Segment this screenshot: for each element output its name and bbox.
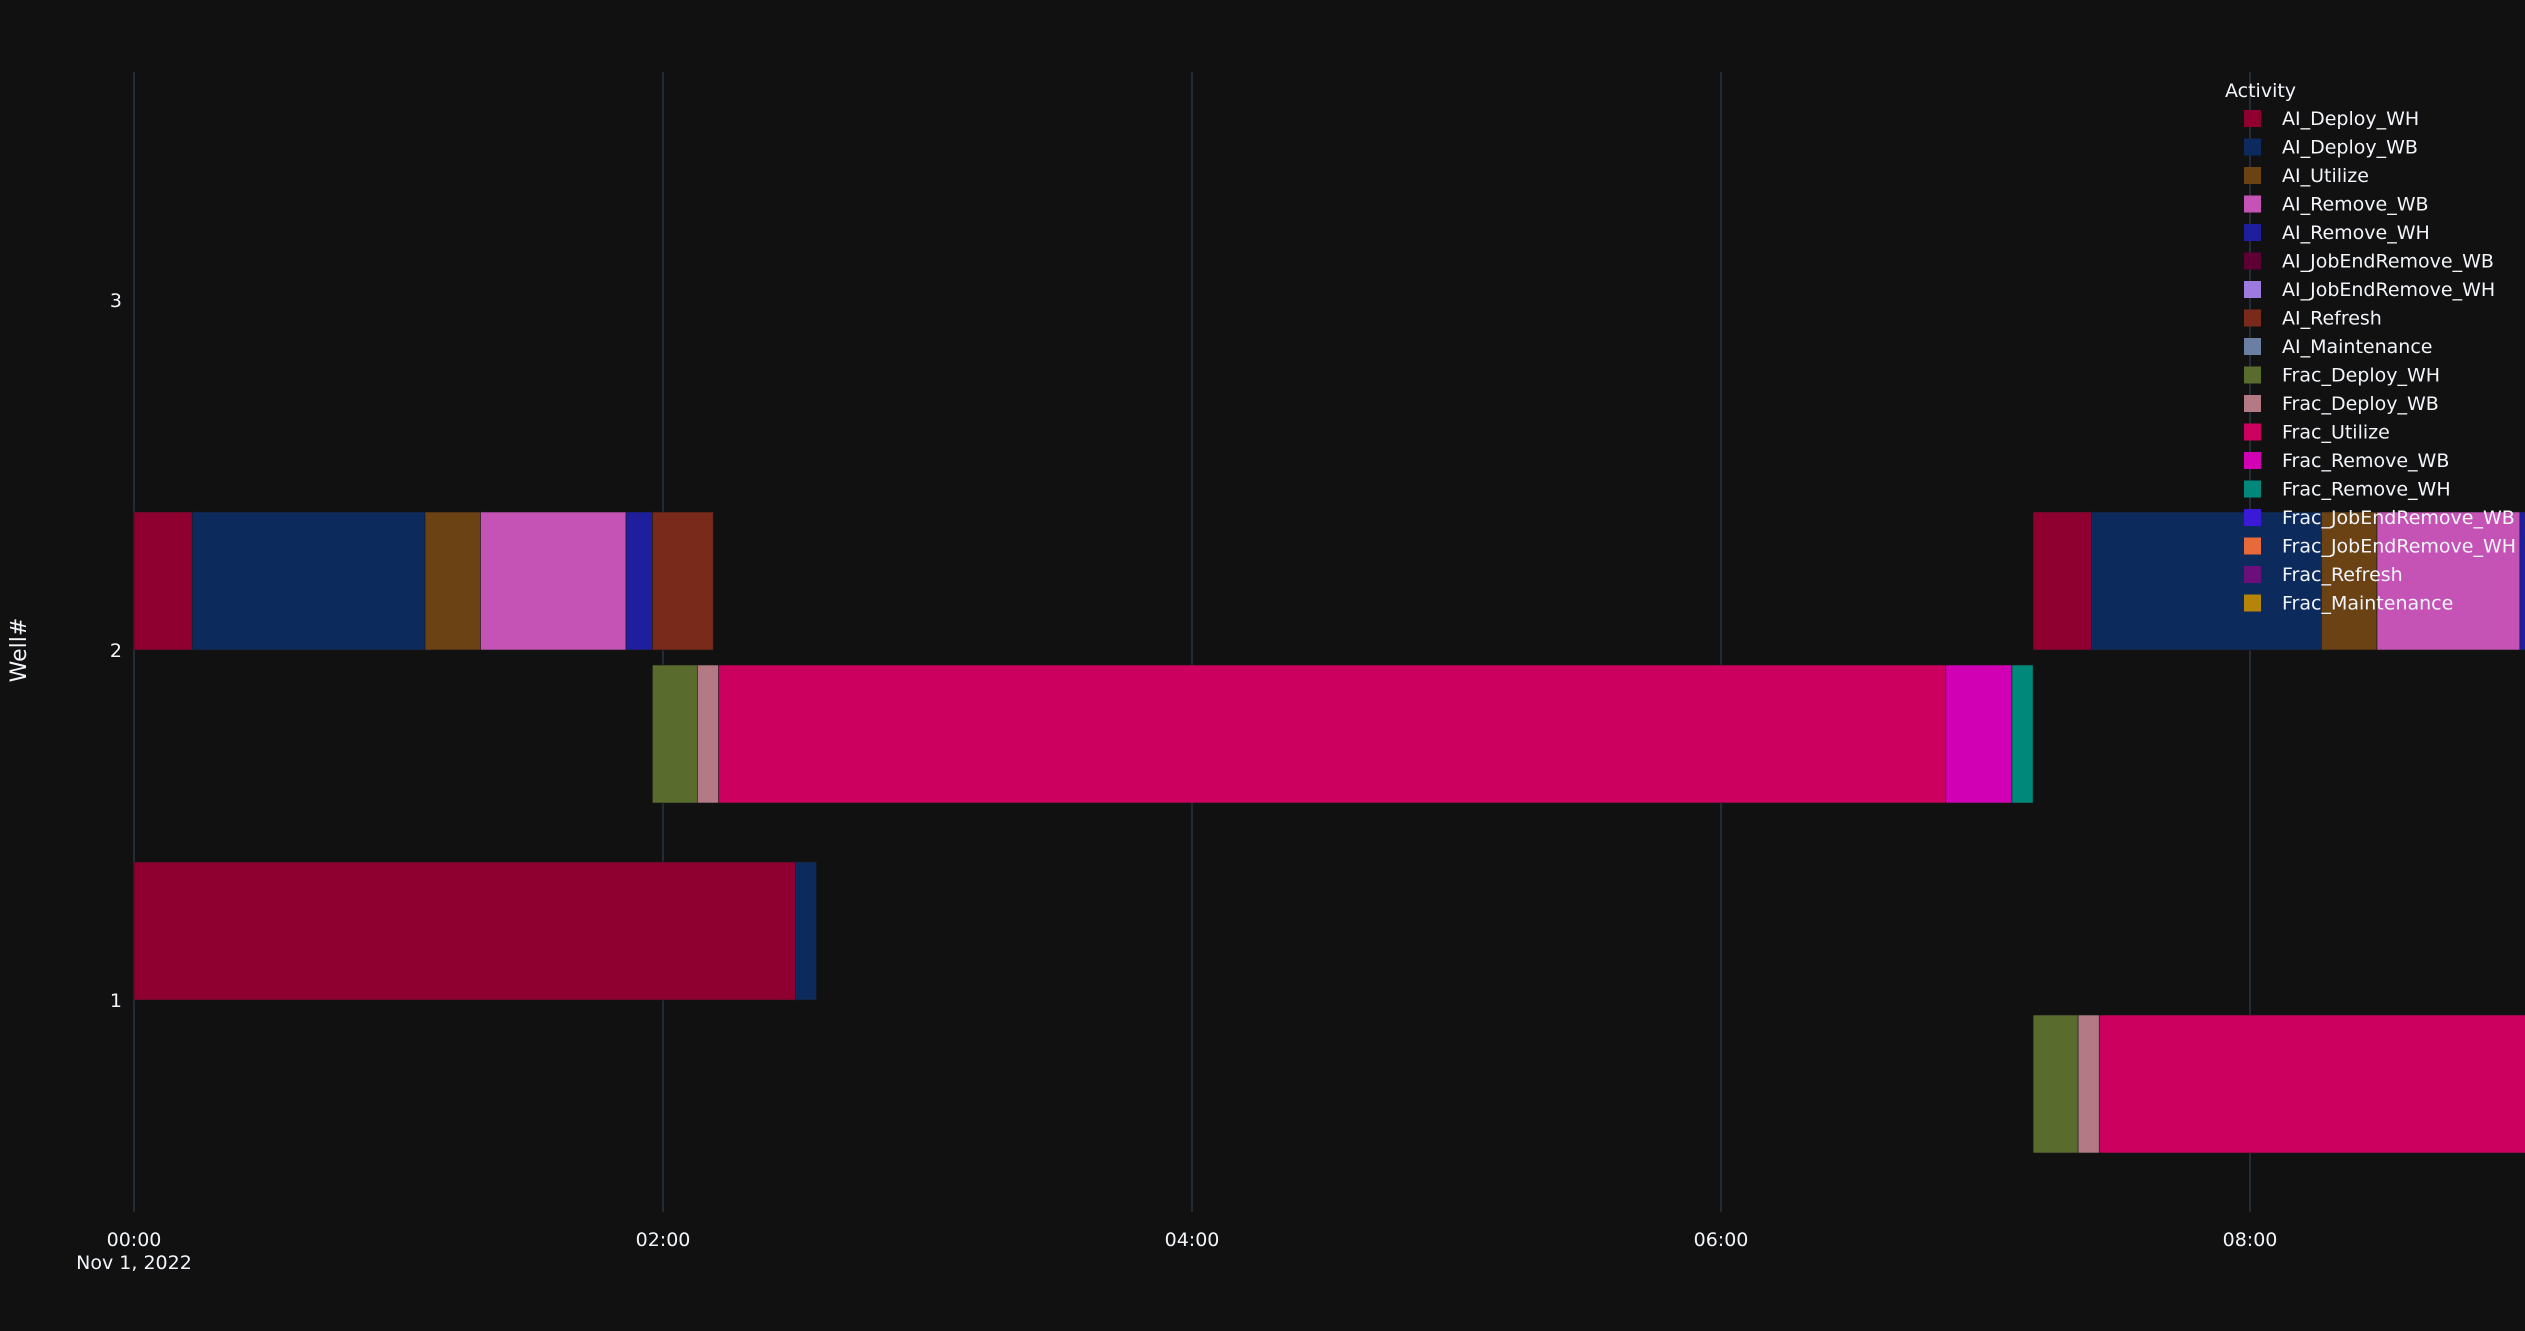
legend[interactable]: Activity AI_Deploy_WH AI_Deploy_WB AI_Util…	[2225, 80, 2516, 615]
legend-swatch	[2244, 309, 2261, 327]
y-tick-label: 1	[110, 990, 122, 1012]
legend-label: AI_Deploy_WB	[2282, 137, 2418, 159]
legend-label: Frac_Deploy_WB	[2282, 393, 2439, 415]
task-bar-ai-deploy-wb[interactable]	[794, 861, 817, 1001]
task-bar-ai-deploy-wb[interactable]	[191, 511, 426, 651]
legend-swatch	[2244, 452, 2261, 469]
legend-label: AI_JobEndRemove_WH	[2282, 279, 2495, 301]
task-bar-ai-deploy-wh[interactable]	[2032, 511, 2092, 651]
task-bar-ai-refresh[interactable]	[652, 511, 714, 651]
task-bar-ai-deploy-wh[interactable]	[133, 511, 193, 651]
legend-swatch	[2244, 224, 2261, 241]
task-bar-ai-remove-wb[interactable]	[2376, 511, 2521, 651]
task-bar-ai-remove-wb[interactable]	[480, 511, 627, 651]
task-bar-frac-utilize[interactable]	[2098, 1014, 2525, 1154]
y-tick-label: 3	[110, 290, 122, 312]
task-bar-frac-deploy-wh[interactable]	[2032, 1014, 2079, 1154]
task-bar-ai-deploy-wb[interactable]	[2091, 511, 2322, 651]
legend-swatch	[2244, 338, 2261, 355]
legend-label: Frac_Utilize	[2282, 422, 2390, 444]
task-bar-frac-remove-wb[interactable]	[1945, 664, 2013, 804]
legend-label: Frac_Maintenance	[2282, 593, 2453, 615]
legend-item[interactable]: AI_Refresh	[2244, 308, 2382, 330]
legend-label: Frac_JobEndRemove_WB	[2282, 507, 2515, 529]
x-tick-label: 06:00	[1694, 1229, 1749, 1251]
legend-item[interactable]: Frac_Utilize	[2244, 422, 2390, 444]
task-bar-frac-deploy-wb[interactable]	[2077, 1014, 2100, 1154]
task-bar-ai-deploy-wh[interactable]	[133, 861, 796, 1001]
legend-swatch	[2244, 537, 2261, 555]
legend-label: Frac_Deploy_WH	[2282, 365, 2440, 387]
legend-title: Activity	[2225, 80, 2296, 102]
legend-swatch	[2244, 167, 2261, 184]
task-bar-frac-deploy-wb[interactable]	[697, 664, 719, 804]
task-bar-frac-utilize[interactable]	[718, 664, 1947, 804]
legend-swatch	[2244, 366, 2261, 384]
task-bar-ai-utilize[interactable]	[2321, 511, 2378, 651]
legend-swatch	[2244, 509, 2261, 526]
legend-item[interactable]: Frac_Maintenance	[2244, 593, 2453, 615]
y-axis-title: Well#	[7, 618, 32, 683]
legend-swatch	[2244, 138, 2261, 156]
x-tick-label: 02:00	[636, 1229, 691, 1251]
legend-label: Frac_Remove_WB	[2282, 450, 2449, 472]
y-axis-ticks: 1 2 3	[110, 290, 122, 1012]
legend-label: Frac_JobEndRemove_WH	[2282, 536, 2516, 558]
legend-swatch	[2244, 110, 2261, 127]
legend-item[interactable]: Frac_JobEndRemove_WB	[2244, 507, 2515, 529]
legend-label: AI_Maintenance	[2282, 336, 2432, 358]
legend-label: AI_Refresh	[2282, 308, 2382, 330]
legend-swatch	[2244, 566, 2261, 583]
legend-item[interactable]: Frac_Refresh	[2244, 564, 2403, 586]
legend-item[interactable]: AI_JobEndRemove_WB	[2244, 251, 2494, 273]
legend-item[interactable]: Frac_Remove_WH	[2244, 479, 2451, 501]
legend-label: Frac_Remove_WH	[2282, 479, 2451, 501]
legend-swatch	[2244, 195, 2261, 213]
legend-swatch	[2244, 594, 2261, 612]
x-tick-label: 00:00	[107, 1229, 162, 1251]
x-axis-date-label: Nov 1, 2022	[76, 1252, 192, 1274]
legend-item[interactable]: Frac_JobEndRemove_WH	[2244, 536, 2516, 558]
legend-item[interactable]: Frac_Remove_WB	[2244, 450, 2449, 472]
legend-label: AI_Remove_WB	[2282, 194, 2429, 216]
task-bars	[133, 511, 2525, 1154]
legend-item[interactable]: Frac_Deploy_WB	[2244, 393, 2439, 415]
legend-label: AI_Remove_WH	[2282, 222, 2430, 244]
legend-swatch	[2244, 423, 2261, 441]
task-bar-frac-deploy-wh[interactable]	[652, 664, 698, 804]
task-bar-ai-utilize[interactable]	[424, 511, 481, 651]
legend-item[interactable]: AI_Utilize	[2244, 165, 2369, 187]
legend-item[interactable]: Frac_Deploy_WH	[2244, 365, 2440, 387]
legend-item[interactable]: AI_Maintenance	[2244, 336, 2432, 358]
legend-item[interactable]: AI_Remove_WB	[2244, 194, 2429, 216]
task-bar-ai-remove-wh[interactable]	[625, 511, 653, 651]
legend-label: Frac_Refresh	[2282, 564, 2403, 586]
task-bar-frac-remove-wh[interactable]	[2011, 664, 2034, 804]
legend-item[interactable]: AI_JobEndRemove_WH	[2244, 279, 2495, 301]
task-bar-ai-remove-wh[interactable]	[2519, 511, 2525, 651]
x-tick-label: 08:00	[2223, 1229, 2278, 1251]
legend-item[interactable]: AI_Deploy_WH	[2244, 108, 2419, 130]
legend-swatch	[2244, 395, 2261, 412]
x-tick-label: 04:00	[1165, 1229, 1220, 1251]
legend-swatch	[2244, 480, 2261, 498]
legend-label: AI_Utilize	[2282, 165, 2369, 187]
legend-label: AI_JobEndRemove_WB	[2282, 251, 2494, 273]
legend-label: AI_Deploy_WH	[2282, 108, 2419, 130]
y-tick-label: 2	[110, 640, 122, 662]
legend-swatch	[2244, 281, 2261, 298]
legend-swatch	[2244, 252, 2261, 270]
legend-item[interactable]: AI_Remove_WH	[2244, 222, 2430, 244]
legend-item[interactable]: AI_Deploy_WB	[2244, 137, 2418, 159]
